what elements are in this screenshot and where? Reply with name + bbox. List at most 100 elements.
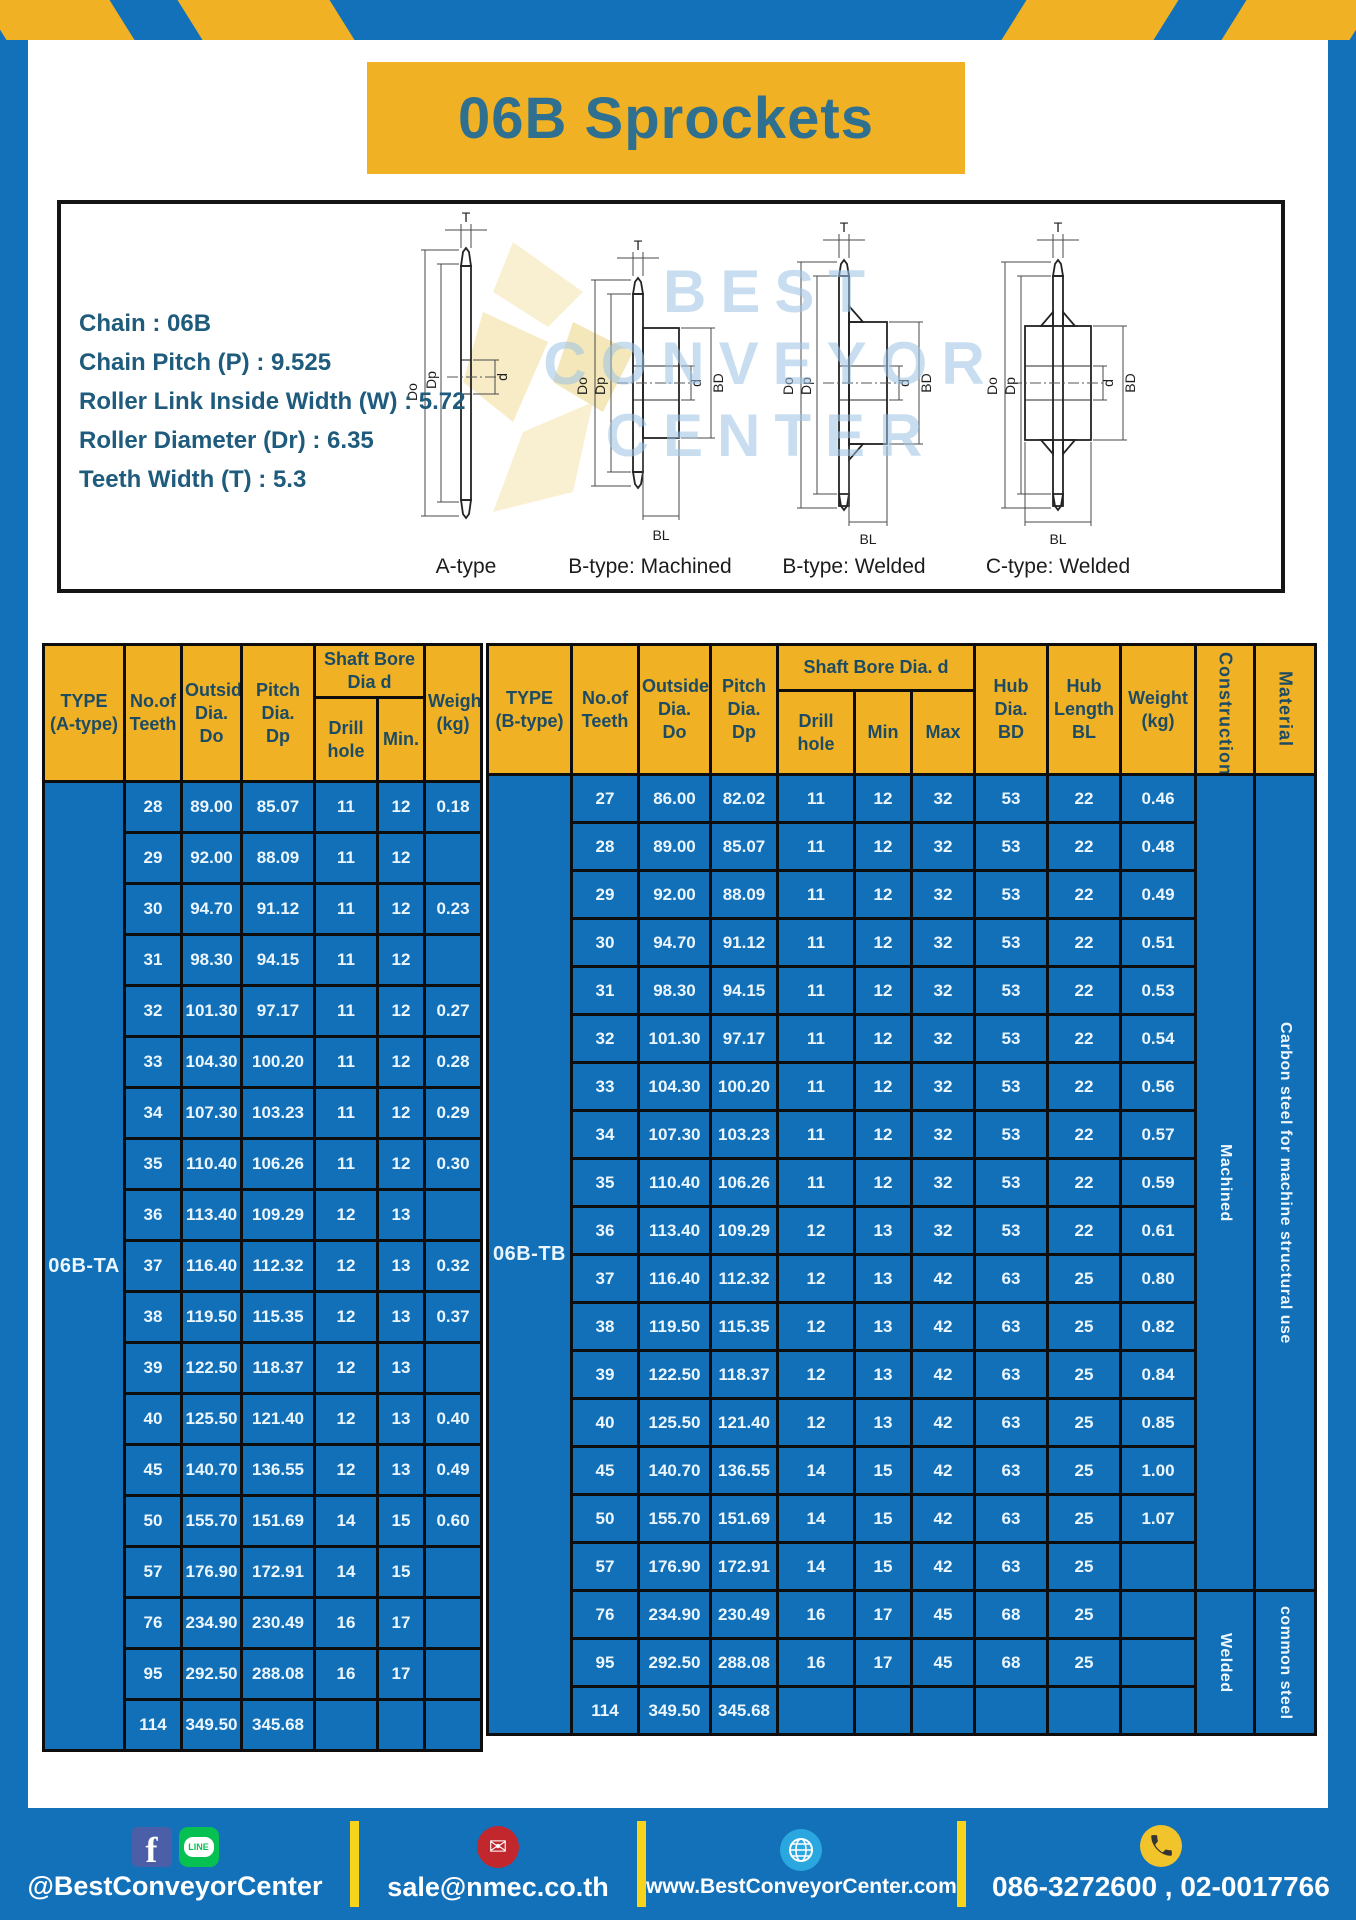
line-app-icon[interactable]: LINE xyxy=(178,1826,219,1867)
table-row: 30 94.70 91.12 11 12 0.23 xyxy=(44,882,483,936)
table-cell: 89.00 xyxy=(637,821,712,872)
table-cell: 97.17 xyxy=(240,984,316,1038)
footer-email-section[interactable]: ✉ sale@nmec.co.th xyxy=(359,1808,637,1920)
facebook-icon[interactable]: f xyxy=(131,1826,172,1868)
col-header-teeth-a: No.of Teeth xyxy=(123,643,183,783)
table-a-body: 06B-TA 28 89.00 85.07 11 12 0.18 29 92.00 88.09 11… xyxy=(42,780,483,1752)
phone-label[interactable]: 086-3272600 , 02-0017766 xyxy=(991,1871,1330,1902)
col-header-outside-a: Outside Dia. Do xyxy=(180,643,243,783)
table-cell: 121.40 xyxy=(709,1397,779,1448)
col-header-shaft-bore-a: Shaft Bore Dia d xyxy=(313,643,426,699)
table-cell: 53 xyxy=(973,773,1050,824)
table-cell xyxy=(423,1596,483,1650)
table-cell: 11 xyxy=(313,831,379,885)
table-cell: 104.30 xyxy=(637,1061,712,1112)
table-cell: 45 xyxy=(123,1443,183,1497)
phone-icon[interactable] xyxy=(1139,1825,1182,1867)
table-cell: 32 xyxy=(909,869,977,920)
table-cell: 114 xyxy=(570,1685,640,1736)
table-cell: 234.90 xyxy=(180,1596,243,1650)
table-cell: 11 xyxy=(776,1157,856,1208)
table-cell: 94.15 xyxy=(240,933,316,987)
sprocket-drawing-b-welded: T Do Dp d xyxy=(780,219,934,547)
table-cell: 42 xyxy=(909,1349,977,1400)
table-cell xyxy=(423,1647,483,1701)
table-cell: 53 xyxy=(973,1157,1050,1208)
table-cell: 11 xyxy=(776,773,856,824)
table-cell: 13 xyxy=(376,1239,426,1293)
table-cell: 22 xyxy=(1046,1157,1123,1208)
table-cell: 14 xyxy=(776,1493,856,1544)
table-cell: 11 xyxy=(776,869,856,920)
table-cell: 155.70 xyxy=(180,1494,243,1548)
table-cell: 0.30 xyxy=(423,1137,483,1191)
table-cell: 53 xyxy=(973,1109,1050,1160)
table-cell: 101.30 xyxy=(637,1013,712,1064)
table-cell: 22 xyxy=(1046,1061,1123,1112)
table-cell: 13 xyxy=(376,1392,426,1446)
svg-text:BL: BL xyxy=(859,531,876,547)
table-cell: 122.50 xyxy=(180,1341,243,1395)
svg-text:d: d xyxy=(688,379,704,387)
table-cell: 39 xyxy=(570,1349,640,1400)
social-handle-label[interactable]: @BestConveyorCenter xyxy=(27,1870,323,1901)
table-cell xyxy=(1046,1685,1123,1736)
table-cell: 151.69 xyxy=(709,1493,779,1544)
table-cell xyxy=(909,1685,977,1736)
table-cell: 136.55 xyxy=(240,1443,316,1497)
table-cell: 13 xyxy=(853,1349,913,1400)
table-row: 95 292.50 288.08 16 17 45 68 25 xyxy=(488,1637,1316,1688)
email-label[interactable]: sale@nmec.co.th xyxy=(387,1871,609,1902)
table-cell: 94.70 xyxy=(637,917,712,968)
table-cell: 91.12 xyxy=(709,917,779,968)
construction-cell: Welded xyxy=(1194,1589,1257,1736)
mail-icon[interactable]: ✉ xyxy=(477,1825,519,1868)
table-cell: 0.28 xyxy=(423,1035,483,1089)
footer-contact-bar: f LINE @BestConveyorCenter ✉ sale@nmec.c… xyxy=(0,1808,1356,1920)
table-cell: 34 xyxy=(570,1109,640,1160)
stripe xyxy=(1217,0,1356,40)
table-cell: 100.20 xyxy=(709,1061,779,1112)
table-row: 57 176.90 172.91 14 15 42 63 25 xyxy=(488,1541,1316,1592)
website-label[interactable]: www.BestConveyorCenter.com xyxy=(646,1875,957,1898)
caption-b-type-welded: B-type: Welded xyxy=(782,555,926,578)
footer-social-section[interactable]: f LINE @BestConveyorCenter xyxy=(0,1808,350,1920)
table-row: 57 176.90 172.91 14 15 xyxy=(44,1545,483,1599)
table-cell xyxy=(423,933,483,987)
table-cell: 15 xyxy=(376,1494,426,1548)
col-header-drill-a: Drill hole xyxy=(313,696,379,783)
table-cell xyxy=(423,1188,483,1242)
table-cell: 25 xyxy=(1046,1493,1123,1544)
table-row: 50 155.70 151.69 14 15 0.60 xyxy=(44,1494,483,1548)
table-cell: 98.30 xyxy=(637,965,712,1016)
table-row: 31 98.30 94.15 11 12 32 53 22 0.53 xyxy=(488,965,1316,1016)
globe-icon[interactable] xyxy=(780,1829,823,1871)
svg-text:Dp: Dp xyxy=(592,377,608,395)
table-cell xyxy=(973,1685,1050,1736)
table-b-body: 06B-TB 27 86.00 82.02 11 12 32 53 22 0.46 Machined… xyxy=(486,773,1318,1736)
table-cell: 176.90 xyxy=(180,1545,243,1599)
table-cell: 0.51 xyxy=(1119,917,1198,968)
col-header-hub-length-b: Hub Length BL xyxy=(1046,643,1123,776)
table-cell: 0.46 xyxy=(1119,773,1198,824)
table-cell: 32 xyxy=(909,1061,977,1112)
footer-phone-section[interactable]: 086-3272600 , 02-0017766 xyxy=(966,1808,1356,1920)
table-cell: 11 xyxy=(776,1013,856,1064)
footer-website-section[interactable]: www.BestConveyorCenter.com xyxy=(646,1808,957,1920)
table-cell: 57 xyxy=(570,1541,640,1592)
table-cell: 13 xyxy=(376,1341,426,1395)
top-decoration-band xyxy=(0,0,1356,40)
table-cell: 230.49 xyxy=(709,1589,779,1640)
table-cell: 22 xyxy=(1046,821,1123,872)
table-cell: 230.49 xyxy=(240,1596,316,1650)
table-cell: 12 xyxy=(853,1157,913,1208)
table-row: 36 113.40 109.29 12 13 xyxy=(44,1188,483,1242)
table-cell: 91.12 xyxy=(240,882,316,936)
table-cell: 40 xyxy=(123,1392,183,1446)
table-cell: 85.07 xyxy=(709,821,779,872)
table-cell: 31 xyxy=(123,933,183,987)
table-cell: 88.09 xyxy=(240,831,316,885)
table-cell: 0.84 xyxy=(1119,1349,1198,1400)
table-cell: 0.80 xyxy=(1119,1253,1198,1304)
